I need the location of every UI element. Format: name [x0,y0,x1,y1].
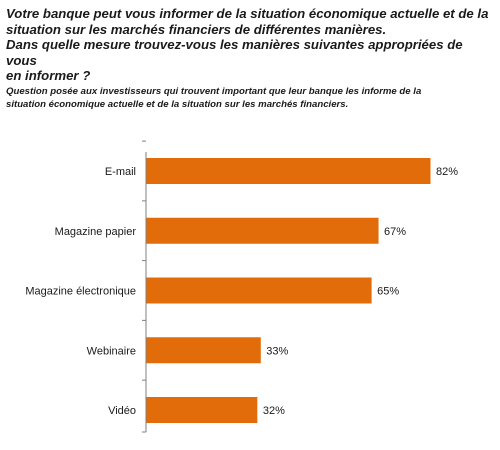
bar-4 [146,397,258,423]
subtitle-line-2: situation économique actuelle et de la s… [6,98,349,110]
title-line-2: situation sur les marchés financiers de … [6,21,387,37]
value-label-0: 82% [436,166,458,178]
subtitle-line-1: Question posée aux investisseurs qui tro… [6,85,422,97]
bar-3 [146,337,261,364]
chart-header: Votre banque peut vous informer de la si… [6,6,494,111]
value-label-2: 65% [377,286,399,298]
category-label-0: E-mail [105,166,136,178]
title-line-1: Votre banque peut vous informer de la si… [6,6,489,21]
bar-2 [146,277,372,304]
title-line-4: en informer ? [6,68,91,83]
chart-title: Votre banque peut vous informer de la si… [6,6,494,84]
category-label-4: Vidéo [108,405,136,417]
value-label-1: 67% [384,226,406,238]
chart-subtitle: Question posée aux investisseurs qui tro… [6,85,494,111]
bars-layer [146,158,431,423]
bar-1 [146,217,379,244]
labels-layer: E-mail 82% Magazine papier 67% Magazine élec… [25,140,458,433]
category-label-2: Magazine électronique [25,286,136,298]
category-label-3: Webinaire [87,345,136,357]
value-label-3: 33% [266,345,288,357]
title-line-3: Dans quelle mesure trouvez-vous les mani… [6,37,463,68]
value-label-4: 32% [263,405,285,417]
category-label-1: Magazine papier [55,226,137,238]
bar-0 [146,158,431,184]
